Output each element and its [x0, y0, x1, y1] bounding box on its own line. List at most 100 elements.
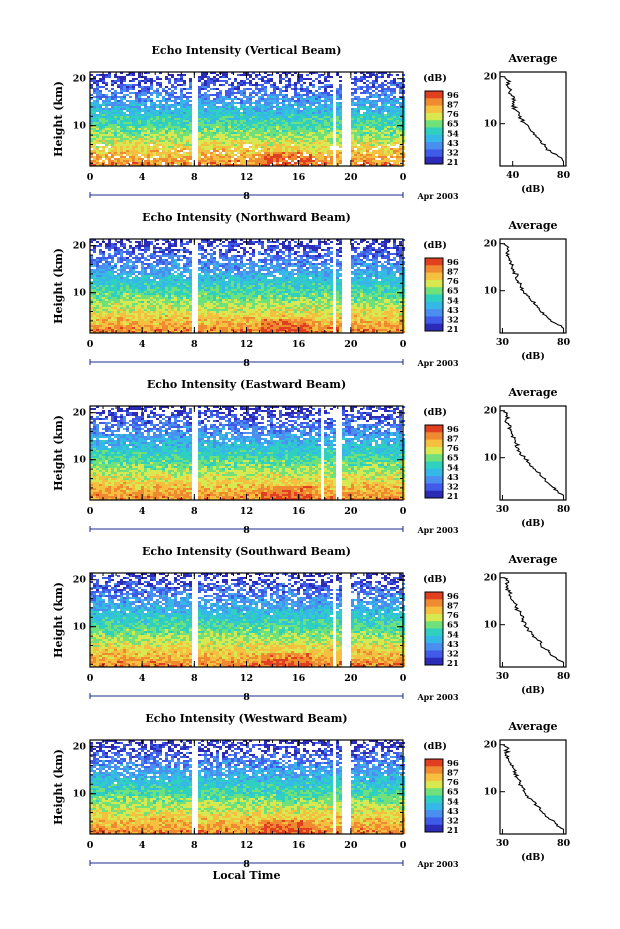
colorbar-tick-label: 76 [447, 277, 459, 287]
x-tick-label: 12 [240, 506, 253, 517]
y-tick-label: 20 [73, 241, 87, 252]
colorbar-tick-label: 65 [447, 120, 459, 130]
colorbar-tick-label: 96 [447, 592, 459, 602]
colorbar-swatch [425, 824, 443, 833]
average-panel: Average 20 10 30 80 (dB) [484, 386, 571, 529]
average-x-tick-label: 30 [496, 337, 510, 348]
colorbar-swatch [425, 112, 443, 121]
colorbar-swatch [425, 759, 443, 767]
x-tick-label: 12 [240, 339, 253, 350]
colorbar-tick-label: 43 [447, 473, 459, 483]
panel-title: Echo Intensity (Eastward Beam) [147, 378, 346, 391]
x-tick-label: 20 [344, 506, 358, 517]
colorbar-swatch [425, 127, 443, 136]
colorbar-tick-label: 32 [447, 649, 459, 659]
average-y-tick-label: 10 [484, 787, 498, 798]
day-label: 8 [243, 191, 250, 202]
colorbar-swatch [425, 105, 443, 114]
colorbar-swatch [425, 134, 443, 143]
x-tick-label: 20 [344, 673, 358, 684]
x-tick-label: 12 [240, 673, 253, 684]
x-tick-label: 12 [240, 840, 253, 851]
colorbar-swatch [425, 156, 443, 165]
colorbar-tick-label: 96 [447, 91, 459, 101]
x-tick-label: 8 [191, 840, 198, 851]
average-x-tick-label: 80 [557, 170, 571, 181]
panel-0: Echo Intensity (Vertical Beam) Height (km… [52, 44, 570, 202]
colorbar-tick-label: 32 [447, 482, 459, 492]
colorbar-label: (dB) [423, 73, 447, 84]
colorbar-swatch [425, 650, 443, 659]
panel-title: Echo Intensity (Southward Beam) [142, 545, 351, 558]
y-axis-label: Height (km) [52, 81, 65, 157]
x-tick-label: 8 [191, 172, 198, 183]
colorbar-swatch [425, 621, 443, 629]
colorbar-swatch [425, 468, 443, 477]
average-profile-line [504, 76, 564, 162]
colorbar-tick-label: 21 [447, 826, 459, 836]
colorbar-tick-label: 96 [447, 425, 459, 435]
colorbar-tick-label: 96 [447, 258, 459, 268]
day-label: 8 [243, 692, 250, 703]
panel-4: Echo Intensity (Westward Beam) Height (km… [52, 712, 571, 870]
x-tick-label: 8 [191, 673, 198, 684]
x-tick-label: 0 [400, 506, 407, 517]
average-x-label: (dB) [521, 184, 545, 195]
y-axis-label: Height (km) [52, 749, 65, 825]
colorbar-label: (dB) [423, 741, 447, 752]
date-label: Apr 2003 [416, 859, 459, 869]
average-profile-line [503, 744, 564, 830]
colorbar-frame [424, 257, 444, 332]
colorbar-tick-label: 32 [447, 315, 459, 325]
x-tick-label: 20 [344, 840, 358, 851]
colorbar-swatch [425, 446, 443, 455]
colorbar-tick-label: 54 [447, 129, 459, 139]
colorbar-swatch [425, 773, 443, 782]
x-tick-label: 0 [87, 840, 94, 851]
average-panel: Average 20 10 30 80 (dB) [484, 553, 571, 696]
heatmap [90, 740, 405, 834]
y-tick-label: 10 [73, 288, 87, 299]
colorbar-swatch [425, 483, 443, 492]
x-tick-label: 0 [400, 172, 407, 183]
y-tick-label: 10 [73, 121, 87, 132]
x-tick-label: 0 [87, 172, 94, 183]
colorbar-label: (dB) [423, 240, 447, 251]
colorbar-tick-label: 87 [447, 769, 459, 779]
colorbar-swatch [425, 149, 443, 158]
colorbar-swatch [425, 265, 443, 274]
average-y-tick-label: 20 [484, 740, 498, 751]
colorbar-tick-label: 65 [447, 454, 459, 464]
colorbar-tick-label: 43 [447, 306, 459, 316]
average-y-tick-label: 10 [484, 620, 498, 631]
average-y-tick-label: 10 [484, 119, 498, 130]
heatmap [90, 406, 405, 500]
colorbar-swatch [425, 643, 443, 651]
colorbar-swatch [425, 323, 443, 332]
colorbar-swatch [425, 613, 443, 622]
average-title: Average [507, 52, 557, 65]
colorbar-swatch [425, 294, 443, 303]
colorbar-tick-label: 43 [447, 807, 459, 817]
day-label: 8 [243, 525, 250, 536]
colorbar-swatch [425, 817, 443, 826]
panel-1: Echo Intensity (Northward Beam) Height (k… [52, 211, 571, 369]
y-tick-label: 20 [73, 742, 87, 753]
heatmap [90, 573, 405, 667]
colorbar-swatch [425, 810, 443, 818]
colorbar-frame [424, 758, 444, 833]
colorbar-swatch [425, 461, 443, 470]
date-label: Apr 2003 [416, 692, 459, 702]
y-axis-label: Height (km) [52, 248, 65, 324]
x-tick-label: 0 [400, 339, 407, 350]
colorbar-tick-label: 21 [447, 659, 459, 669]
day-label: 8 [243, 859, 250, 870]
average-x-label: (dB) [521, 518, 545, 529]
y-tick-label: 10 [73, 455, 87, 466]
average-x-tick-label: 40 [506, 170, 520, 181]
average-panel: Average 20 10 30 80 (dB) [484, 720, 571, 863]
colorbar-swatch [425, 599, 443, 608]
average-panel: Average 20 10 30 80 (dB) [484, 219, 571, 362]
